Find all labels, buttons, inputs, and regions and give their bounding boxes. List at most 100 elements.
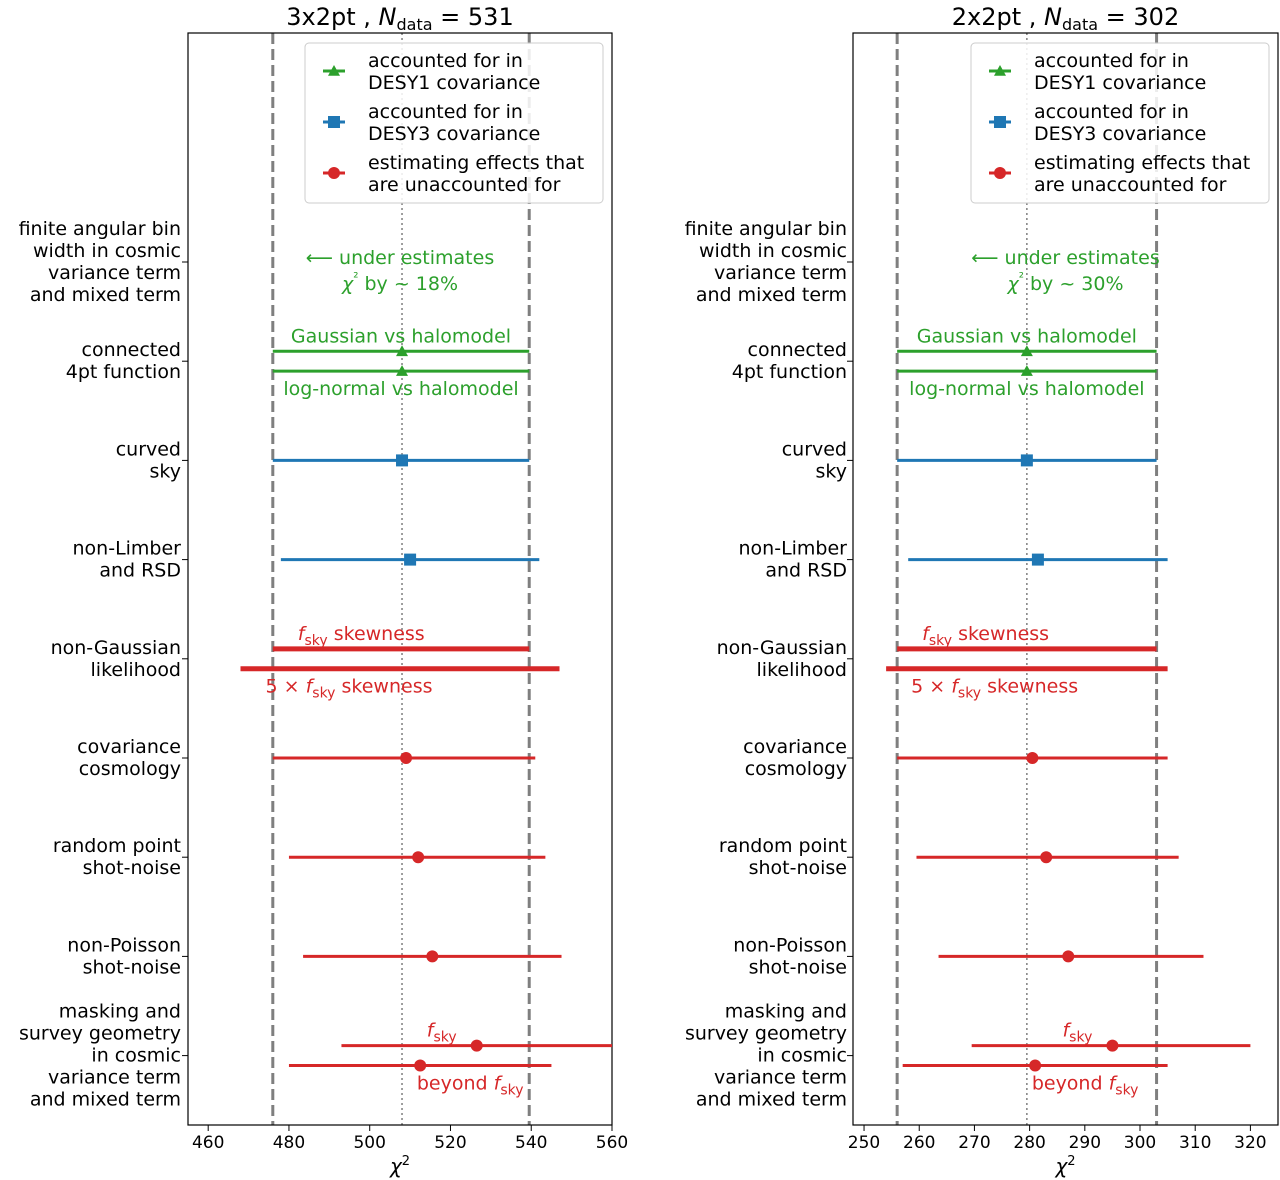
y-tick-label-line: survey geometry	[19, 1023, 181, 1045]
y-tick-label-line: connected	[82, 339, 182, 361]
point-label: beyond fsky	[1032, 1073, 1139, 1099]
legend-marker-circle	[328, 167, 340, 179]
title-n: N	[1044, 3, 1062, 31]
data-point-circle	[426, 950, 439, 963]
y-tick-label-line: curved	[782, 438, 847, 460]
y-tick-label-line: and mixed term	[696, 1089, 847, 1111]
legend-label-line: accounted for in	[1034, 101, 1189, 123]
y-tick-label: masking and survey geometry in cosmic varia…	[19, 1001, 181, 1111]
error-bars	[240, 345, 612, 1072]
title-value: = 531	[433, 3, 514, 31]
data-point-circle	[412, 851, 425, 864]
point-label: 5 × fsky skewness	[911, 676, 1078, 702]
label-subscript: sky	[1115, 1083, 1138, 1099]
legend-label: accounted for in DESY1 covariance	[1034, 50, 1206, 94]
x-tick-label: 480	[273, 1133, 305, 1153]
label-subscript: sky	[305, 633, 328, 649]
data-point-circle	[1062, 950, 1075, 963]
y-tick-label-line: in cosmic	[91, 1045, 181, 1067]
y-tick-label: non-Limber and RSD	[73, 538, 182, 582]
point-label: fsky skewness	[922, 623, 1049, 649]
data-point-square	[1020, 454, 1033, 467]
label-subscript: sky	[500, 1083, 523, 1099]
y-tick-label-line: shot-noise	[749, 956, 847, 978]
x-tick-label: 540	[515, 1133, 547, 1153]
label-prefix: 5 ×	[265, 676, 305, 698]
title-subscript: data	[1062, 15, 1098, 34]
y-tick-label: non-Poisson shot-noise	[733, 934, 847, 978]
y-tick-label-line: random point	[53, 835, 181, 857]
y-tick-label: covariance cosmology	[77, 736, 181, 780]
y-tick-label-line: shot-noise	[749, 857, 847, 879]
point-label: fsky skewness	[298, 623, 425, 649]
legend-label-line: estimating effects that	[1034, 152, 1250, 174]
legend-label-line: are unaccounted for	[368, 174, 561, 196]
label-f: f	[1062, 1020, 1072, 1042]
legend-label-line: estimating effects that	[368, 152, 584, 174]
label-suffix: skewness	[952, 623, 1049, 645]
y-tick-label-line: width in cosmic	[33, 240, 181, 262]
x-tick-label: 250	[848, 1133, 880, 1153]
legend-label-line: DESY1 covariance	[1034, 72, 1206, 94]
axes-frame	[187, 32, 613, 1126]
panel-title: 3x2pt , Ndata = 531	[286, 3, 513, 34]
y-tick-label: finite angular bin width in cosmic varianc…	[685, 218, 847, 306]
data-point-triangle	[1020, 345, 1033, 357]
y-tick-label-line: non-Poisson	[733, 934, 847, 956]
panel-2: 2x2pt , Ndata = 302 250 260 270 280 290 300 310…	[685, 3, 1279, 1178]
data-point-circle	[414, 1059, 427, 1072]
y-tick-label: non-Poisson shot-noise	[67, 934, 181, 978]
y-tick-label-line: variance term	[714, 262, 847, 284]
title-main: 2x2pt ,	[952, 3, 1044, 31]
x-tick-label: 460	[192, 1133, 224, 1153]
data-point-square	[1031, 553, 1044, 566]
title-subscript: data	[397, 15, 433, 34]
point-label: fsky	[427, 1020, 457, 1046]
legend-marker-square	[328, 116, 340, 128]
reference-lines	[271, 33, 531, 1125]
legend-label: estimating effects that are unaccounted f…	[368, 152, 584, 196]
point-labels: Gaussian vs halomodel log-normal vs halom…	[909, 325, 1144, 1098]
y-tick-label: curved sky	[116, 438, 181, 482]
label-f: f	[951, 676, 961, 698]
y-tick-label-line: non-Poisson	[67, 934, 181, 956]
y-tick-label-line: masking and	[725, 1001, 847, 1023]
point-label: Gaussian vs halomodel	[917, 325, 1137, 347]
x-axis-label: χ2	[389, 1154, 410, 1178]
annotation-line: ⟵ under estimates	[971, 247, 1159, 269]
label-subscript: sky	[312, 686, 335, 702]
data-point-circle	[470, 1039, 483, 1052]
x-tick-label: 320	[1234, 1133, 1266, 1153]
x-tick-label: 520	[434, 1133, 466, 1153]
label-f: f	[298, 623, 308, 645]
underestimate-annotation: ⟵ under estimates χ² by ~ 30%	[971, 247, 1159, 295]
label-f: f	[922, 623, 932, 645]
legend-label-line: DESY3 covariance	[368, 123, 540, 145]
legend-marker-triangle	[994, 65, 1006, 76]
legend-label: estimating effects that are unaccounted f…	[1034, 152, 1250, 196]
label-f: f	[427, 1020, 437, 1042]
y-tick-label: non-Limber and RSD	[739, 538, 848, 582]
y-tick-label-line: variance term	[48, 1067, 181, 1089]
y-tick-label-line: masking and	[59, 1001, 181, 1023]
y-tick-label-line: cosmology	[79, 758, 181, 780]
legend-label: accounted for in DESY3 covariance	[368, 101, 540, 145]
y-tick-label-line: random point	[719, 835, 847, 857]
label-prefix: beyond	[1032, 1073, 1109, 1095]
y-tick-label-line: and RSD	[99, 560, 181, 582]
y-tick-label: non-Gaussian likelihood	[717, 637, 847, 681]
y-tick-label-line: shot-noise	[83, 956, 181, 978]
data-point-circle	[1026, 752, 1039, 764]
title-value: = 302	[1098, 3, 1179, 31]
y-tick-label-line: in cosmic	[757, 1045, 847, 1067]
point-label: Gaussian vs halomodel	[291, 325, 511, 347]
label-f: f	[1109, 1073, 1119, 1095]
x-tick-label: 280	[1013, 1133, 1045, 1153]
legend: accounted for in DESY1 covarianceaccounte…	[970, 42, 1270, 204]
label-subscript: sky	[929, 633, 952, 649]
y-tick-label-line: covariance	[743, 736, 847, 758]
point-label: fsky	[1062, 1020, 1092, 1046]
label-prefix: beyond	[417, 1073, 494, 1095]
title-main: 3x2pt ,	[286, 3, 378, 31]
